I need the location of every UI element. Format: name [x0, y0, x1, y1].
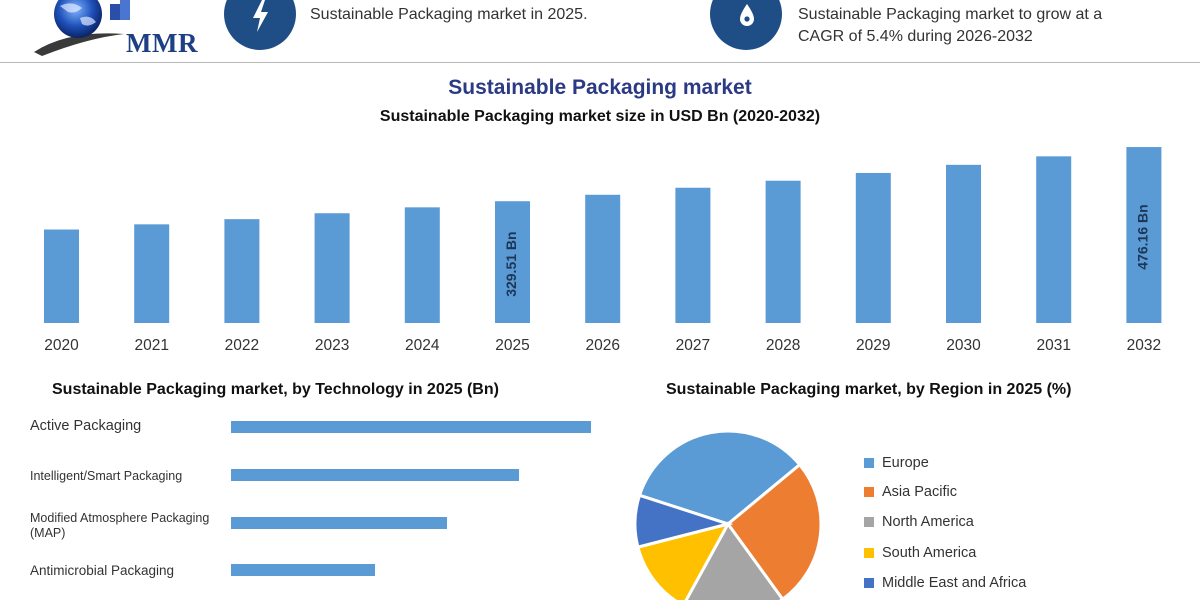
tech-label-1: Intelligent/Smart Packaging	[30, 469, 183, 483]
tech-bar-0	[231, 421, 591, 433]
legend-item-4: Middle East and Africa	[864, 575, 1026, 591]
legend-swatch-2	[864, 517, 874, 527]
bar-2022	[224, 219, 260, 323]
market-size-bar-chart: 2020 2021 2022 2023 2024 2025 329.51 Bn 2026 202…	[44, 147, 1162, 354]
technology-bar-chart	[231, 421, 591, 576]
x-tick-label-2031: 2031	[1036, 337, 1070, 354]
bar-2031	[1036, 156, 1072, 323]
legend-swatch-3	[864, 548, 874, 558]
kpi-text-2-line1: Sustainable Packaging market to grow at …	[798, 6, 1103, 23]
tech-label-3: Antimicrobial Packaging	[30, 563, 175, 578]
pie-slice-0	[637, 429, 802, 526]
kpi-text-2-line2: CAGR of 5.4% during 2026-2032	[798, 28, 1033, 45]
region-pie-chart	[633, 429, 823, 600]
x-tick-label-2022: 2022	[225, 337, 259, 354]
bar-2029	[855, 172, 891, 323]
tech-label-0: Active Packaging	[30, 418, 142, 434]
x-tick-label-2028: 2028	[766, 337, 800, 354]
logo-text: MMR	[126, 28, 198, 58]
x-tick-label-2027: 2027	[676, 337, 710, 354]
data-label-2025: 329.51 Bn	[503, 231, 519, 296]
mmr-logo: MMR	[28, 0, 198, 58]
bar-chart-subtitle: Sustainable Packaging market size in USD…	[379, 108, 821, 125]
x-tick-label-2025: 2025	[495, 337, 529, 354]
header-divider	[0, 62, 1200, 63]
lightning-icon	[253, 0, 268, 32]
pie-slice-4	[633, 493, 734, 549]
tech-bar-3	[231, 564, 375, 576]
kpi-icon-circle-2	[710, 0, 782, 50]
x-tick-label-2021: 2021	[134, 337, 168, 354]
bar-2030	[946, 164, 981, 323]
x-tick-label-2030: 2030	[946, 337, 981, 354]
header-band	[0, 0, 1200, 62]
x-tick-label-2020: 2020	[44, 337, 79, 354]
data-label-2032: 476.16 Bn	[1135, 204, 1151, 269]
pie-slice-2	[684, 521, 785, 600]
main-title: Sustainable Packaging market	[448, 76, 752, 99]
tech-bar-2	[231, 517, 447, 529]
x-tick-label-2032: 2032	[1127, 337, 1161, 354]
legend-label-2: North America	[882, 514, 974, 530]
kpi-icon-circle-1	[224, 0, 296, 50]
legend-label-1: Asia Pacific	[882, 484, 957, 500]
x-tick-label-2024: 2024	[405, 337, 440, 354]
x-tick-label-2026: 2026	[585, 337, 619, 354]
x-tick-label-2023: 2023	[315, 337, 349, 354]
pie-slice-1	[725, 462, 823, 600]
technology-chart-title: Sustainable Packaging market, by Technol…	[52, 381, 499, 398]
legend-item-0: Europe	[864, 455, 929, 471]
drop-icon	[740, 4, 754, 26]
bar-2028	[765, 180, 801, 323]
legend-swatch-4	[864, 578, 874, 588]
legend-label-3: South America	[882, 545, 977, 561]
legend-label-4: Middle East and Africa	[882, 575, 1027, 591]
legend-item-3: South America	[864, 545, 976, 561]
legend-item-2: North America	[864, 514, 974, 530]
legend-label-0: Europe	[882, 455, 929, 471]
legend-swatch-0	[864, 458, 874, 468]
tech-label-2: Modified Atmosphere Packaging (MAP)	[30, 511, 210, 540]
bar-2020	[44, 229, 79, 323]
region-chart-title: Sustainable Packaging market, by Region …	[666, 381, 1072, 398]
legend-item-1: Asia Pacific	[864, 484, 957, 500]
pie-slice-3	[636, 521, 731, 600]
bar-2025	[495, 201, 530, 323]
bar-2032	[1126, 147, 1162, 323]
x-tick-label-2029: 2029	[856, 337, 890, 354]
bar-2026	[585, 194, 621, 323]
bar-2027	[675, 187, 711, 323]
kpi-text-1: Sustainable Packaging market in 2025.	[310, 6, 588, 23]
globe-icon	[34, 0, 130, 56]
bar-2021	[134, 224, 170, 323]
kpi-text-2: Sustainable Packaging market to grow at …	[798, 4, 1102, 48]
tech-bar-1	[231, 469, 519, 481]
bar-2023	[314, 213, 350, 323]
bar-2024	[404, 207, 440, 323]
legend-swatch-1	[864, 487, 874, 497]
